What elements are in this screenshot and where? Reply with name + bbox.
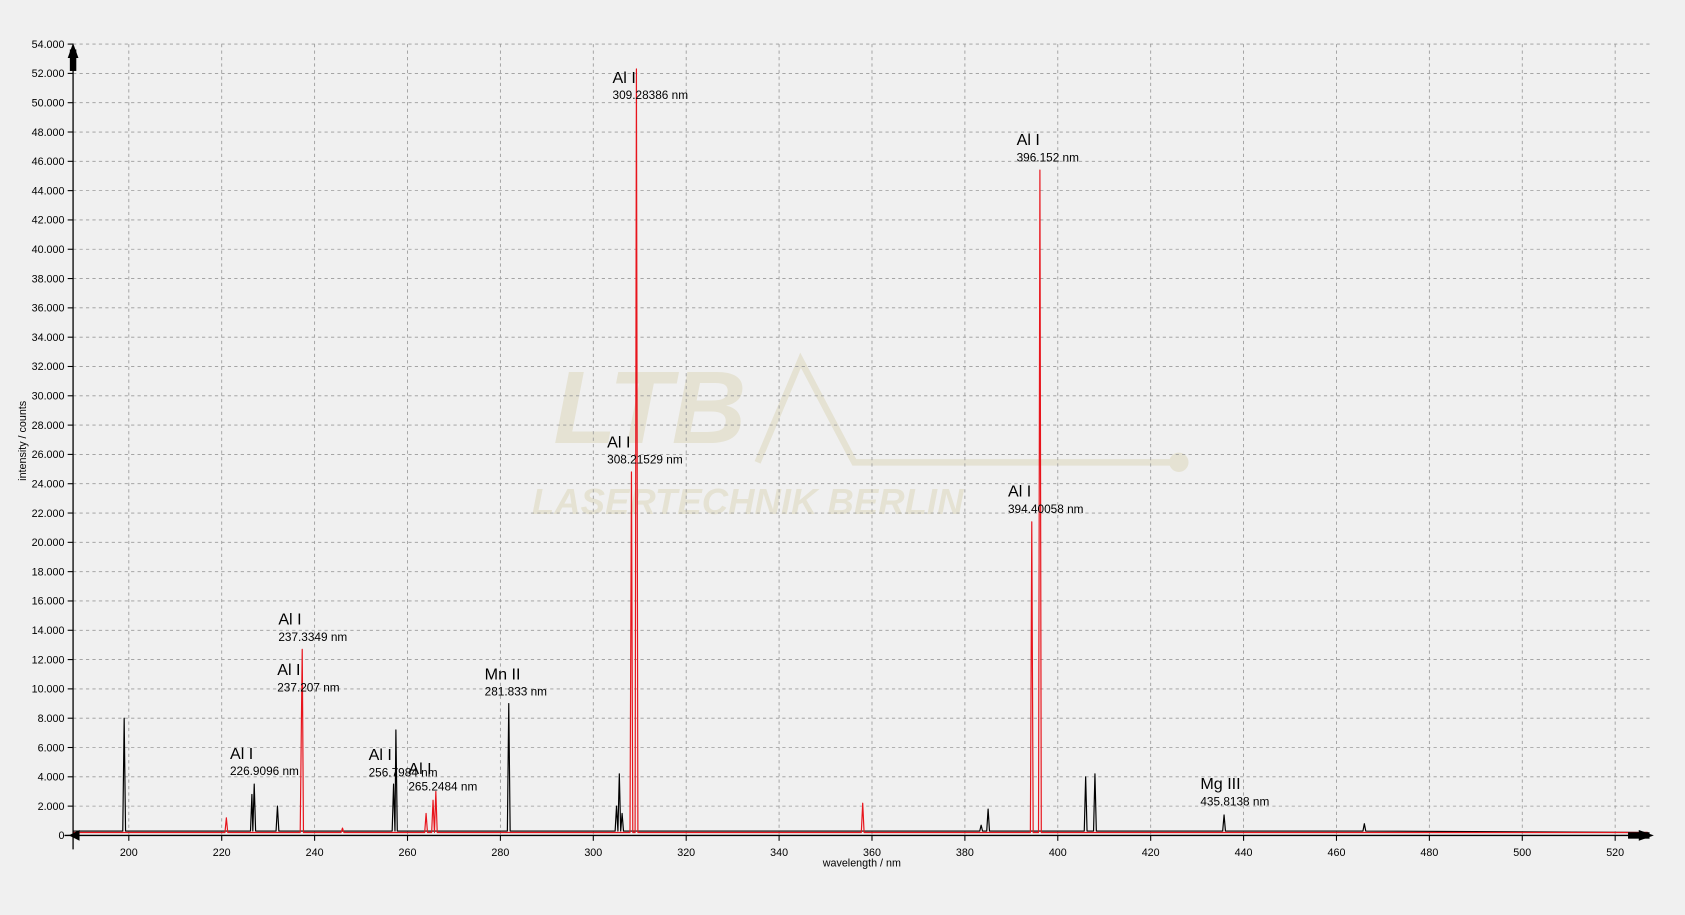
watermark-subtitle: LASERTECHNIK BERLIN — [532, 481, 964, 522]
y-tick-label: 10.000 — [32, 684, 65, 696]
grid — [73, 43, 1650, 836]
watermark: LTB LASERTECHNIK BERLIN — [532, 350, 1189, 522]
x-tick-label: 340 — [770, 847, 788, 859]
y-tick-label: 2.000 — [38, 801, 65, 813]
annotation-element: Al I — [277, 661, 300, 679]
y-tick-label: 0 — [58, 830, 64, 842]
y-tick-label: 20.000 — [32, 537, 65, 549]
y-axis-handle — [69, 49, 77, 71]
x-tick-label: 240 — [306, 847, 324, 859]
y-tick-label: 22.000 — [32, 508, 65, 520]
annotation-wavelength: 308.21529 nm — [607, 452, 683, 466]
series — [73, 68, 1648, 834]
x-tick-label: 420 — [1142, 847, 1160, 859]
annotation-wavelength: 226.9096 nm — [230, 764, 299, 778]
annotation-wavelength: 256.7984 nm — [369, 765, 438, 779]
annotation-element: Al I — [408, 760, 431, 778]
y-tick-label: 54.000 — [32, 39, 65, 51]
y-tick-label: 40.000 — [32, 244, 65, 256]
y-tick-label: 52.000 — [32, 68, 65, 80]
y-tick-label: 34.000 — [32, 332, 65, 344]
y-tick-label: 28.000 — [32, 420, 65, 432]
annotation-wavelength: 394.40058 nm — [1008, 502, 1084, 516]
x-tick-label: 400 — [1049, 847, 1067, 859]
y-tick-label: 42.000 — [32, 215, 65, 227]
annotation-element: Al I — [278, 611, 301, 629]
annotation-wavelength: 237.207 nm — [277, 680, 340, 694]
y-tick-label: 18.000 — [32, 566, 65, 578]
y-tick-label: 12.000 — [32, 654, 65, 666]
y-tick-label: 4.000 — [38, 772, 65, 784]
y-tick-label: 6.000 — [38, 742, 65, 754]
annotation-element: Mn II — [485, 666, 521, 684]
annotation-element: Al I — [369, 746, 392, 764]
annotation-element: Al I — [613, 69, 636, 87]
y-tick-label: 36.000 — [32, 303, 65, 315]
annotation-element: Al I — [230, 745, 253, 763]
x-tick-label: 260 — [399, 847, 417, 859]
x-tick-label: 200 — [120, 847, 138, 859]
y-tick-label: 46.000 — [32, 156, 65, 168]
y-tick-label: 50.000 — [32, 97, 65, 109]
watermark-shape — [754, 352, 1177, 466]
annotation-element: Al I — [607, 433, 630, 451]
x-tick-label: 500 — [1513, 847, 1531, 859]
x-tick-label: 520 — [1606, 847, 1624, 859]
ticks: 0 2.000 4.000 6.000 8.000 10.000 12.000 14.000 1… — [32, 39, 1625, 859]
y-tick-label: 24.000 — [32, 478, 65, 490]
annotation-wavelength: 281.833 nm — [485, 685, 548, 699]
annotation-wavelength: 309.28386 nm — [613, 88, 689, 102]
y-tick-label: 30.000 — [32, 391, 65, 403]
y-tick-label: 32.000 — [32, 361, 65, 373]
x-tick-label: 280 — [491, 847, 509, 859]
x-tick-label: 300 — [584, 847, 602, 859]
spectrum-line — [73, 702, 1648, 834]
x-axis-label: wavelength / nm — [822, 858, 901, 870]
y-tick-label: 44.000 — [32, 185, 65, 197]
y-axis-label: intensity / counts — [17, 401, 29, 481]
watermark-title: LTB — [553, 350, 746, 465]
spectrum-line — [73, 68, 1648, 834]
annotation-wavelength: 435.8138 nm — [1200, 794, 1269, 808]
x-tick-label: 480 — [1420, 847, 1438, 859]
annotation-wavelength: 237.3349 nm — [278, 630, 347, 644]
x-axis-handle — [1628, 832, 1650, 839]
annotation-wavelength: 396.152 nm — [1017, 150, 1080, 164]
annotation-element: Mg III — [1200, 775, 1240, 793]
watermark-dot — [1169, 452, 1189, 473]
origin-arrow — [68, 830, 80, 841]
annotation-element: Al I — [1008, 483, 1031, 501]
x-tick-label: 460 — [1328, 847, 1346, 859]
y-tick-label: 48.000 — [32, 127, 65, 139]
x-tick-label: 380 — [956, 847, 974, 859]
y-tick-label: 26.000 — [32, 449, 65, 461]
y-tick-label: 38.000 — [32, 273, 65, 285]
annotation-element: Al I — [1017, 131, 1040, 149]
annotation-wavelength: 265.2484 nm — [408, 779, 477, 793]
x-tick-label: 360 — [863, 847, 881, 859]
y-tick-label: 16.000 — [32, 596, 65, 608]
x-tick-label: 320 — [677, 847, 695, 859]
x-tick-label: 220 — [213, 847, 231, 859]
x-tick-label: 440 — [1235, 847, 1253, 859]
y-tick-label: 14.000 — [32, 625, 65, 637]
y-tick-label: 8.000 — [38, 713, 65, 725]
